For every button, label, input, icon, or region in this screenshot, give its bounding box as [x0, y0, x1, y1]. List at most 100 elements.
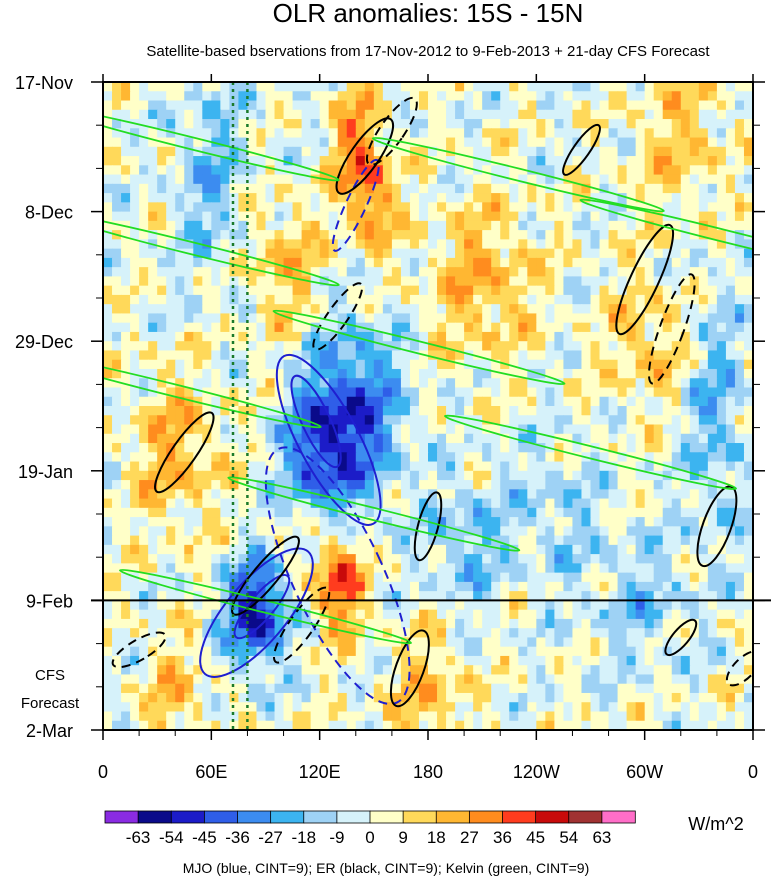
- olr-cell: [734, 600, 745, 611]
- olr-cell: [220, 711, 230, 722]
- olr-cell: [482, 628, 492, 639]
- olr-cell: [464, 230, 474, 240]
- olr-cell: [473, 628, 483, 639]
- olr-cell: [518, 618, 528, 629]
- olr-cell: [112, 350, 122, 361]
- olr-cell: [193, 470, 203, 481]
- olr-cell: [446, 341, 456, 352]
- olr-cell: [382, 202, 393, 213]
- olr-cell: [301, 637, 312, 648]
- olr-cell: [446, 156, 456, 166]
- olr-cell: [364, 313, 375, 324]
- olr-cell: [635, 683, 646, 694]
- olr-cell: [644, 637, 655, 648]
- olr-cell: [626, 378, 637, 389]
- olr-cell: [193, 331, 203, 342]
- olr-cell: [545, 396, 555, 407]
- olr-cell: [418, 489, 429, 500]
- olr-cell: [247, 720, 258, 730]
- olr-cell: [590, 322, 601, 333]
- olr-cell: [391, 452, 402, 463]
- olr-cell: [319, 359, 330, 370]
- olr-cell: [139, 109, 149, 120]
- olr-cell: [130, 683, 140, 694]
- olr-cell: [437, 517, 447, 527]
- olr-cell: [527, 674, 537, 685]
- olr-cell: [491, 498, 501, 509]
- olr-cell: [139, 202, 149, 213]
- olr-cell: [418, 535, 429, 546]
- olr-cell: [653, 341, 664, 352]
- olr-cell: [328, 285, 339, 296]
- olr-cell: [428, 248, 438, 259]
- olr-cell: [355, 443, 366, 453]
- olr-cell: [662, 489, 673, 500]
- olr-cell: [301, 341, 312, 352]
- olr-cell: [599, 609, 610, 620]
- olr-cell: [382, 452, 393, 463]
- olr-cell: [211, 211, 221, 222]
- olr-cell: [121, 82, 131, 92]
- olr-cell: [662, 239, 673, 250]
- olr-cell: [572, 331, 583, 342]
- olr-cell: [527, 480, 537, 490]
- olr-cell: [698, 609, 709, 620]
- olr-cell: [211, 572, 221, 583]
- olr-cell: [653, 109, 664, 120]
- olr-cell: [509, 406, 519, 416]
- olr-cell: [112, 91, 122, 102]
- olr-cell: [310, 628, 321, 639]
- olr-cell: [572, 359, 583, 370]
- olr-cell: [247, 498, 258, 509]
- olr-cell: [211, 378, 221, 389]
- olr-cell: [301, 331, 312, 342]
- olr-cell: [373, 91, 384, 102]
- olr-cell: [202, 489, 212, 500]
- olr-cell: [581, 156, 592, 166]
- olr-cell: [391, 230, 402, 240]
- olr-cell: [437, 581, 447, 592]
- olr-cell: [500, 230, 510, 240]
- olr-cell: [500, 331, 510, 342]
- olr-cell: [716, 535, 727, 546]
- olr-cell: [446, 424, 456, 435]
- olr-cell: [509, 322, 519, 333]
- olr-cell: [373, 368, 384, 379]
- olr-cell: [328, 109, 339, 120]
- olr-cell: [473, 387, 483, 398]
- olr-cell: [301, 100, 312, 111]
- olr-cell: [103, 600, 113, 611]
- olr-cell: [617, 702, 628, 713]
- olr-cell: [428, 461, 438, 472]
- olr-cell: [238, 156, 249, 166]
- olr-cell: [716, 183, 727, 194]
- olr-cell: [418, 581, 429, 592]
- olr-cell: [635, 554, 646, 564]
- olr-cell: [220, 720, 230, 730]
- olr-cell: [428, 452, 438, 463]
- olr-cell: [671, 82, 682, 92]
- olr-cell: [211, 452, 221, 463]
- olr-cell: [265, 248, 276, 259]
- olr-cell: [247, 156, 258, 166]
- olr-cell: [599, 285, 610, 296]
- olr-cell: [482, 591, 492, 601]
- olr-cell: [473, 100, 483, 111]
- olr-cell: [608, 193, 619, 203]
- olr-cell: [536, 378, 546, 389]
- olr-cell: [671, 165, 682, 176]
- olr-cell: [157, 415, 167, 426]
- olr-cell: [608, 517, 619, 527]
- olr-cell: [617, 119, 628, 129]
- olr-cell: [301, 720, 312, 730]
- olr-cell: [247, 165, 258, 176]
- olr-cell: [437, 480, 447, 490]
- olr-cell: [680, 359, 691, 370]
- olr-cell: [626, 581, 637, 592]
- olr-cell: [220, 526, 230, 537]
- olr-cell: [437, 452, 447, 463]
- olr-cell: [400, 563, 411, 574]
- olr-cell: [382, 535, 393, 546]
- olr-cell: [545, 82, 555, 92]
- olr-cell: [238, 82, 249, 92]
